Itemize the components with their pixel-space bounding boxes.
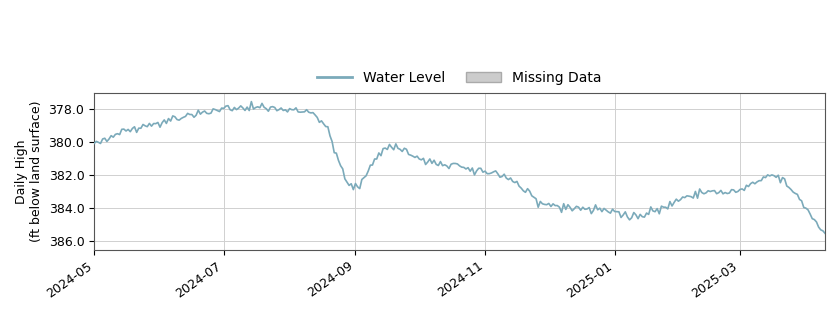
Y-axis label: Daily High
(ft below land surface): Daily High (ft below land surface)	[15, 100, 43, 242]
Legend: Water Level, Missing Data: Water Level, Missing Data	[312, 65, 607, 90]
